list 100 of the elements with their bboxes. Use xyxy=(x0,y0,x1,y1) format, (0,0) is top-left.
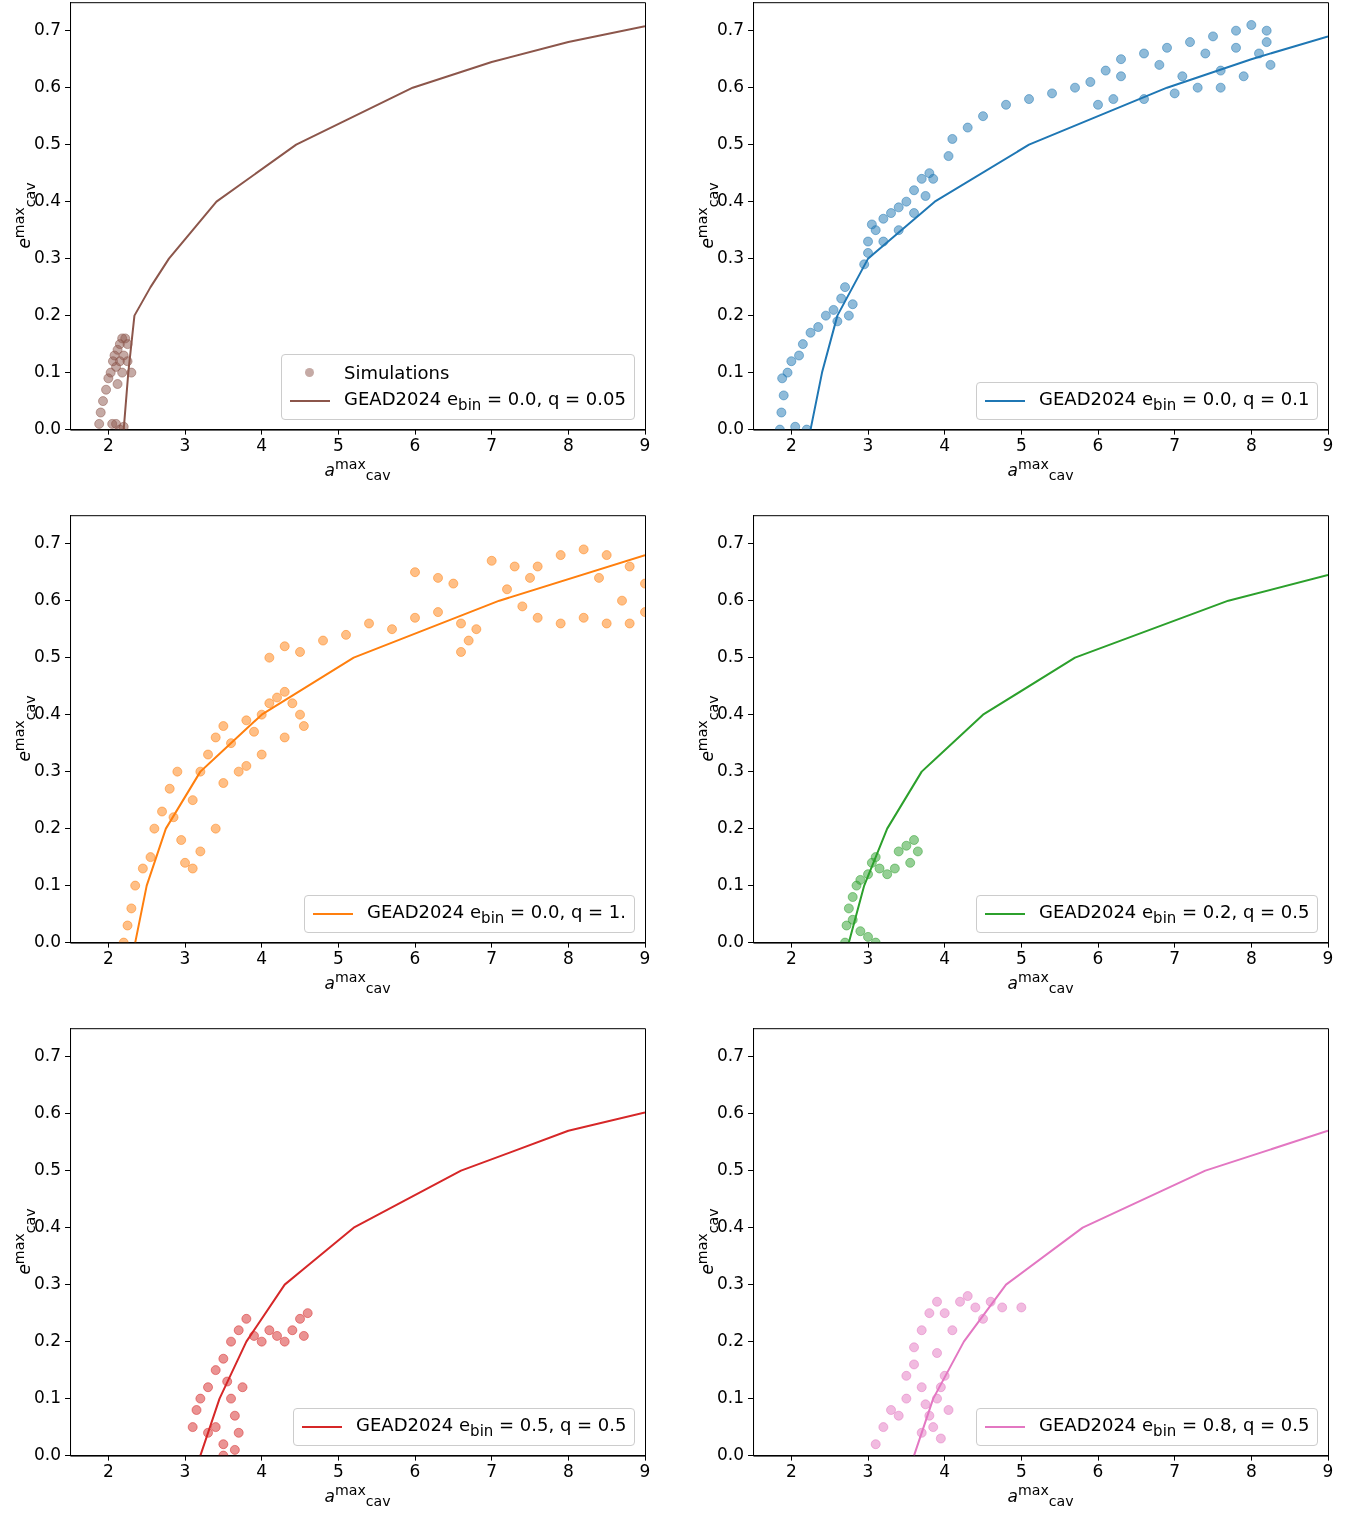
point xyxy=(847,892,858,903)
x-tick-label: 9 xyxy=(639,948,651,969)
y-tick-label: 0.3 xyxy=(33,247,62,268)
point xyxy=(997,1302,1008,1313)
x-tick-label: 6 xyxy=(409,948,421,969)
x-tick-label: 7 xyxy=(486,948,498,969)
point xyxy=(920,1399,931,1410)
point xyxy=(905,857,916,868)
x-tick-label: 3 xyxy=(179,948,191,969)
point xyxy=(233,1325,244,1336)
point xyxy=(962,1291,973,1302)
point xyxy=(855,926,866,937)
point xyxy=(287,1325,298,1336)
point xyxy=(279,1336,290,1347)
point xyxy=(95,407,106,418)
point xyxy=(117,367,128,378)
x-tick-label: 9 xyxy=(1322,948,1334,969)
y-tick-label: 0.0 xyxy=(716,931,745,952)
x-tick-label: 6 xyxy=(1092,948,1104,969)
x-tick-label: 6 xyxy=(1092,435,1104,456)
point xyxy=(114,356,125,367)
point xyxy=(955,1296,966,1307)
point xyxy=(909,1342,920,1353)
y-tick-label: 0.5 xyxy=(33,1159,62,1180)
y-tick-label: 0.1 xyxy=(33,874,62,895)
y-tick-label: 0.6 xyxy=(33,76,62,97)
point xyxy=(901,1370,912,1381)
point xyxy=(210,1422,221,1433)
point xyxy=(970,1302,981,1313)
x-tick-label: 2 xyxy=(785,948,797,969)
x-tick-label: 3 xyxy=(179,435,191,456)
x-tick-label: 4 xyxy=(939,435,951,456)
point xyxy=(939,1308,950,1319)
x-tick-label: 7 xyxy=(486,1461,498,1482)
point xyxy=(878,1422,889,1433)
x-tick-label: 4 xyxy=(256,948,268,969)
x-tick-label: 8 xyxy=(1245,1461,1257,1482)
x-tick-label: 3 xyxy=(179,1461,191,1482)
x-tick-label: 3 xyxy=(862,948,874,969)
y-tick-label: 0.2 xyxy=(716,817,745,838)
y-tick-label: 0.7 xyxy=(716,19,745,40)
point xyxy=(229,1410,240,1421)
x-tick-label: 9 xyxy=(639,435,651,456)
point xyxy=(94,418,105,429)
x-tick-label: 8 xyxy=(562,948,574,969)
point xyxy=(256,1336,267,1347)
x-tick-label: 4 xyxy=(256,435,268,456)
y-tick-label: 0.6 xyxy=(33,589,62,610)
x-tick-label: 9 xyxy=(1322,435,1334,456)
point xyxy=(105,367,116,378)
point xyxy=(841,920,852,931)
x-tick-label: 5 xyxy=(1015,1461,1027,1482)
y-tick-label: 0.2 xyxy=(716,304,745,325)
x-tick-label: 6 xyxy=(409,1461,421,1482)
x-tick-label: 6 xyxy=(1092,1461,1104,1482)
y-tick-label: 0.3 xyxy=(716,760,745,781)
x-tick-label: 8 xyxy=(562,1461,574,1482)
point xyxy=(226,1336,237,1347)
point xyxy=(101,384,112,395)
x-tick-label: 9 xyxy=(639,1461,651,1482)
y-tick-label: 0.7 xyxy=(716,532,745,553)
y-tick-label: 0.7 xyxy=(716,1045,745,1066)
point xyxy=(233,1427,244,1438)
y-tick-label: 0.0 xyxy=(33,1444,62,1465)
point xyxy=(187,1422,198,1433)
point xyxy=(218,1439,229,1450)
x-tick-label: 9 xyxy=(1322,1461,1334,1482)
point xyxy=(909,835,920,846)
y-tick-label: 0.6 xyxy=(716,76,745,97)
point xyxy=(889,863,900,874)
point xyxy=(901,840,912,851)
y-tick-label: 0.1 xyxy=(33,1387,62,1408)
x-tick-label: 3 xyxy=(862,1461,874,1482)
y-tick-label: 0.3 xyxy=(33,1273,62,1294)
x-tick-label: 8 xyxy=(1245,948,1257,969)
x-tick-label: 5 xyxy=(1015,948,1027,969)
y-tick-label: 0.0 xyxy=(716,418,745,439)
point xyxy=(863,931,874,942)
point xyxy=(302,1308,313,1319)
point xyxy=(237,1382,248,1393)
legend-label: GEAD2024 e$_{bin}$ = 0.5, q = 0.5 xyxy=(356,1413,627,1440)
x-tick-label: 6 xyxy=(409,435,421,456)
y-tick-label: 0.5 xyxy=(33,133,62,154)
point xyxy=(218,1353,229,1364)
y-tick-label: 0.0 xyxy=(33,931,62,952)
y-tick-label: 0.6 xyxy=(33,1102,62,1123)
x-tick-label: 4 xyxy=(256,1461,268,1482)
y-tick-label: 0.2 xyxy=(33,817,62,838)
point xyxy=(298,1330,309,1341)
point xyxy=(195,1393,206,1404)
point xyxy=(943,1405,954,1416)
point xyxy=(935,1433,946,1444)
y-tick-label: 0.1 xyxy=(716,874,745,895)
x-tick-label: 5 xyxy=(332,1461,344,1482)
y-tick-label: 0.5 xyxy=(716,646,745,667)
point xyxy=(882,869,893,880)
y-tick-label: 0.1 xyxy=(33,361,62,382)
point xyxy=(924,1308,935,1319)
point xyxy=(893,846,904,857)
point xyxy=(870,1439,881,1450)
